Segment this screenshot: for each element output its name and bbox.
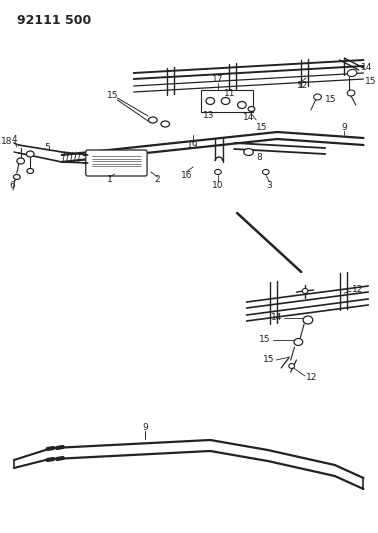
Ellipse shape xyxy=(17,158,25,164)
Text: 11: 11 xyxy=(224,88,235,98)
Text: 12: 12 xyxy=(296,80,308,90)
Ellipse shape xyxy=(262,169,269,174)
Ellipse shape xyxy=(27,168,34,174)
Ellipse shape xyxy=(26,151,34,157)
Ellipse shape xyxy=(294,338,303,345)
Ellipse shape xyxy=(237,101,246,109)
Text: 17: 17 xyxy=(212,76,224,85)
Text: 9: 9 xyxy=(341,124,347,133)
FancyBboxPatch shape xyxy=(86,150,147,176)
Text: 15: 15 xyxy=(107,92,118,101)
Ellipse shape xyxy=(303,316,313,324)
Text: 9: 9 xyxy=(142,424,148,432)
Ellipse shape xyxy=(314,94,321,100)
Text: 15: 15 xyxy=(259,335,271,344)
Text: 12: 12 xyxy=(306,374,318,383)
Text: 15: 15 xyxy=(263,356,274,365)
Ellipse shape xyxy=(215,169,221,174)
Ellipse shape xyxy=(302,288,308,294)
Ellipse shape xyxy=(14,174,20,180)
Text: 8: 8 xyxy=(256,152,262,161)
Text: 15: 15 xyxy=(256,123,268,132)
Ellipse shape xyxy=(248,107,255,111)
Ellipse shape xyxy=(289,364,294,368)
Ellipse shape xyxy=(347,69,357,77)
Text: 13: 13 xyxy=(203,111,214,120)
Text: 3: 3 xyxy=(267,181,273,190)
Text: 6: 6 xyxy=(9,181,15,190)
Text: 5: 5 xyxy=(45,142,50,151)
Text: 14: 14 xyxy=(361,63,372,72)
Text: 15: 15 xyxy=(366,77,377,86)
Ellipse shape xyxy=(221,98,230,104)
Ellipse shape xyxy=(161,121,170,127)
Text: 92111 500: 92111 500 xyxy=(17,14,91,27)
Text: 14: 14 xyxy=(271,313,282,322)
Ellipse shape xyxy=(347,90,355,96)
Text: 14: 14 xyxy=(243,112,254,122)
Text: 10: 10 xyxy=(212,181,224,190)
Text: 4: 4 xyxy=(11,135,17,144)
Text: 18: 18 xyxy=(0,138,12,147)
Ellipse shape xyxy=(149,117,157,123)
Text: 16: 16 xyxy=(181,171,192,180)
Text: 2: 2 xyxy=(155,175,160,184)
Text: 19: 19 xyxy=(187,141,199,149)
Bar xyxy=(201,90,253,112)
Text: 15: 15 xyxy=(325,95,337,104)
Ellipse shape xyxy=(244,149,253,156)
Ellipse shape xyxy=(206,98,215,104)
Text: 1: 1 xyxy=(107,175,113,184)
Text: 12: 12 xyxy=(352,286,363,295)
